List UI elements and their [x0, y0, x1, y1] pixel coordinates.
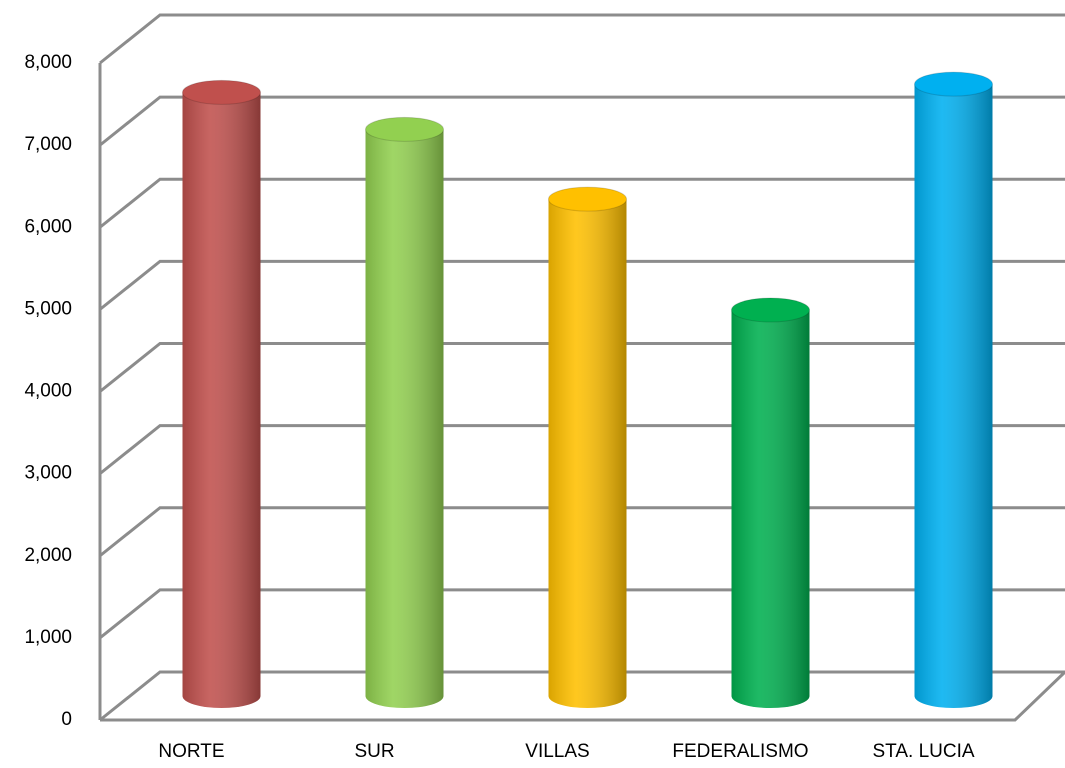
cylinder-shade: [548, 199, 627, 708]
cylinder-top: [731, 297, 810, 323]
cylinder-top: [365, 116, 444, 142]
y-tick-label: 8,000: [24, 52, 72, 73]
y-tick-label: 4,000: [24, 381, 72, 402]
cylinder: [365, 116, 444, 708]
grid-line: [99, 95, 1065, 147]
cylinder: [914, 71, 993, 708]
x-tick-label: VILLAS: [525, 741, 589, 762]
cylinder: [548, 186, 627, 708]
y-tick-label: 6,000: [24, 216, 72, 237]
x-tick-label: SUR: [354, 741, 394, 762]
cylinder-shade: [365, 129, 444, 708]
x-tick-label: STA. LUCIA: [872, 741, 974, 762]
cylinder-top: [914, 71, 993, 97]
cylinder: [182, 79, 261, 709]
cylinder-top: [182, 79, 261, 105]
y-tick-label: 7,000: [24, 134, 72, 155]
y-tick-label: 5,000: [24, 298, 72, 319]
grid-line: [99, 13, 1065, 65]
grid-line: [99, 177, 1065, 229]
cylinder-shade: [731, 310, 810, 708]
y-tick-label: 3,000: [24, 463, 72, 484]
y-tick-label: 0: [61, 709, 72, 730]
grid-line: [99, 259, 1065, 311]
y-tick-label: 2,000: [24, 545, 72, 566]
cylinder-top: [548, 186, 627, 212]
cylinder-shade: [182, 92, 261, 709]
x-axis: [100, 670, 1065, 722]
cylinder-shade: [914, 84, 993, 708]
cylinder: [731, 297, 810, 708]
x-tick-label: NORTE: [158, 741, 224, 762]
y-tick-label: 1,000: [24, 627, 72, 648]
x-tick-label: FEDERALISMO: [672, 741, 808, 762]
